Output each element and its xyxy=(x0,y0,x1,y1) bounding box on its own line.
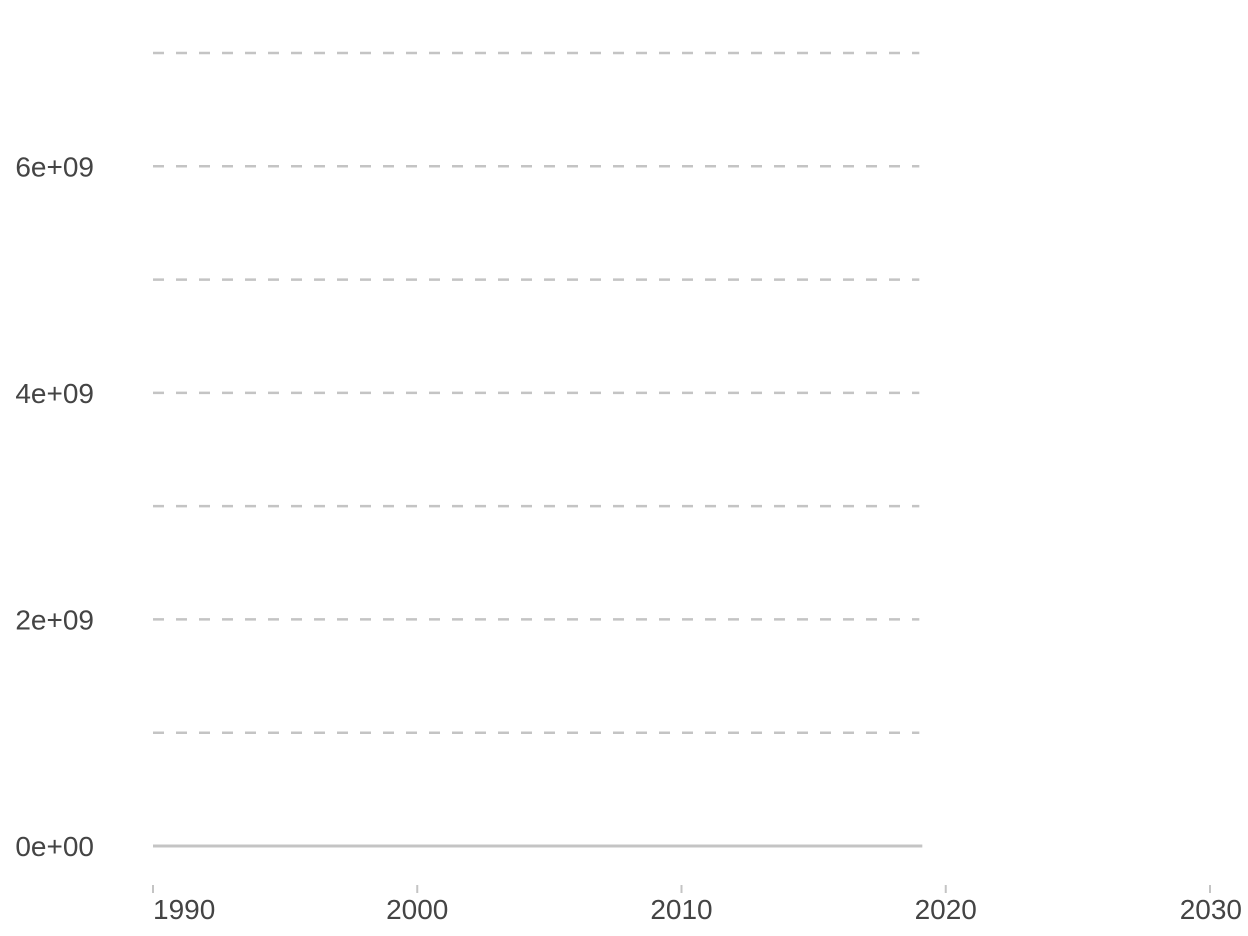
x-axis: 1990 2000 2010 2020 2030 xyxy=(152,885,1242,925)
y-tick-label: 4e+09 xyxy=(15,378,94,409)
x-tick-label: 2030 xyxy=(1180,894,1242,925)
x-tick-label: 2020 xyxy=(915,894,977,925)
x-tick-label: 1990 xyxy=(153,894,215,925)
x-tick-label: 2000 xyxy=(386,894,448,925)
y-axis: 0e+00 2e+09 4e+09 6e+09 xyxy=(15,151,94,862)
y-tick-label: 2e+09 xyxy=(15,604,94,635)
y-tick-label: 0e+00 xyxy=(15,831,94,862)
y-tick-label: 6e+09 xyxy=(15,151,94,182)
gridlines xyxy=(153,51,923,848)
x-tick-label: 2010 xyxy=(650,894,712,925)
